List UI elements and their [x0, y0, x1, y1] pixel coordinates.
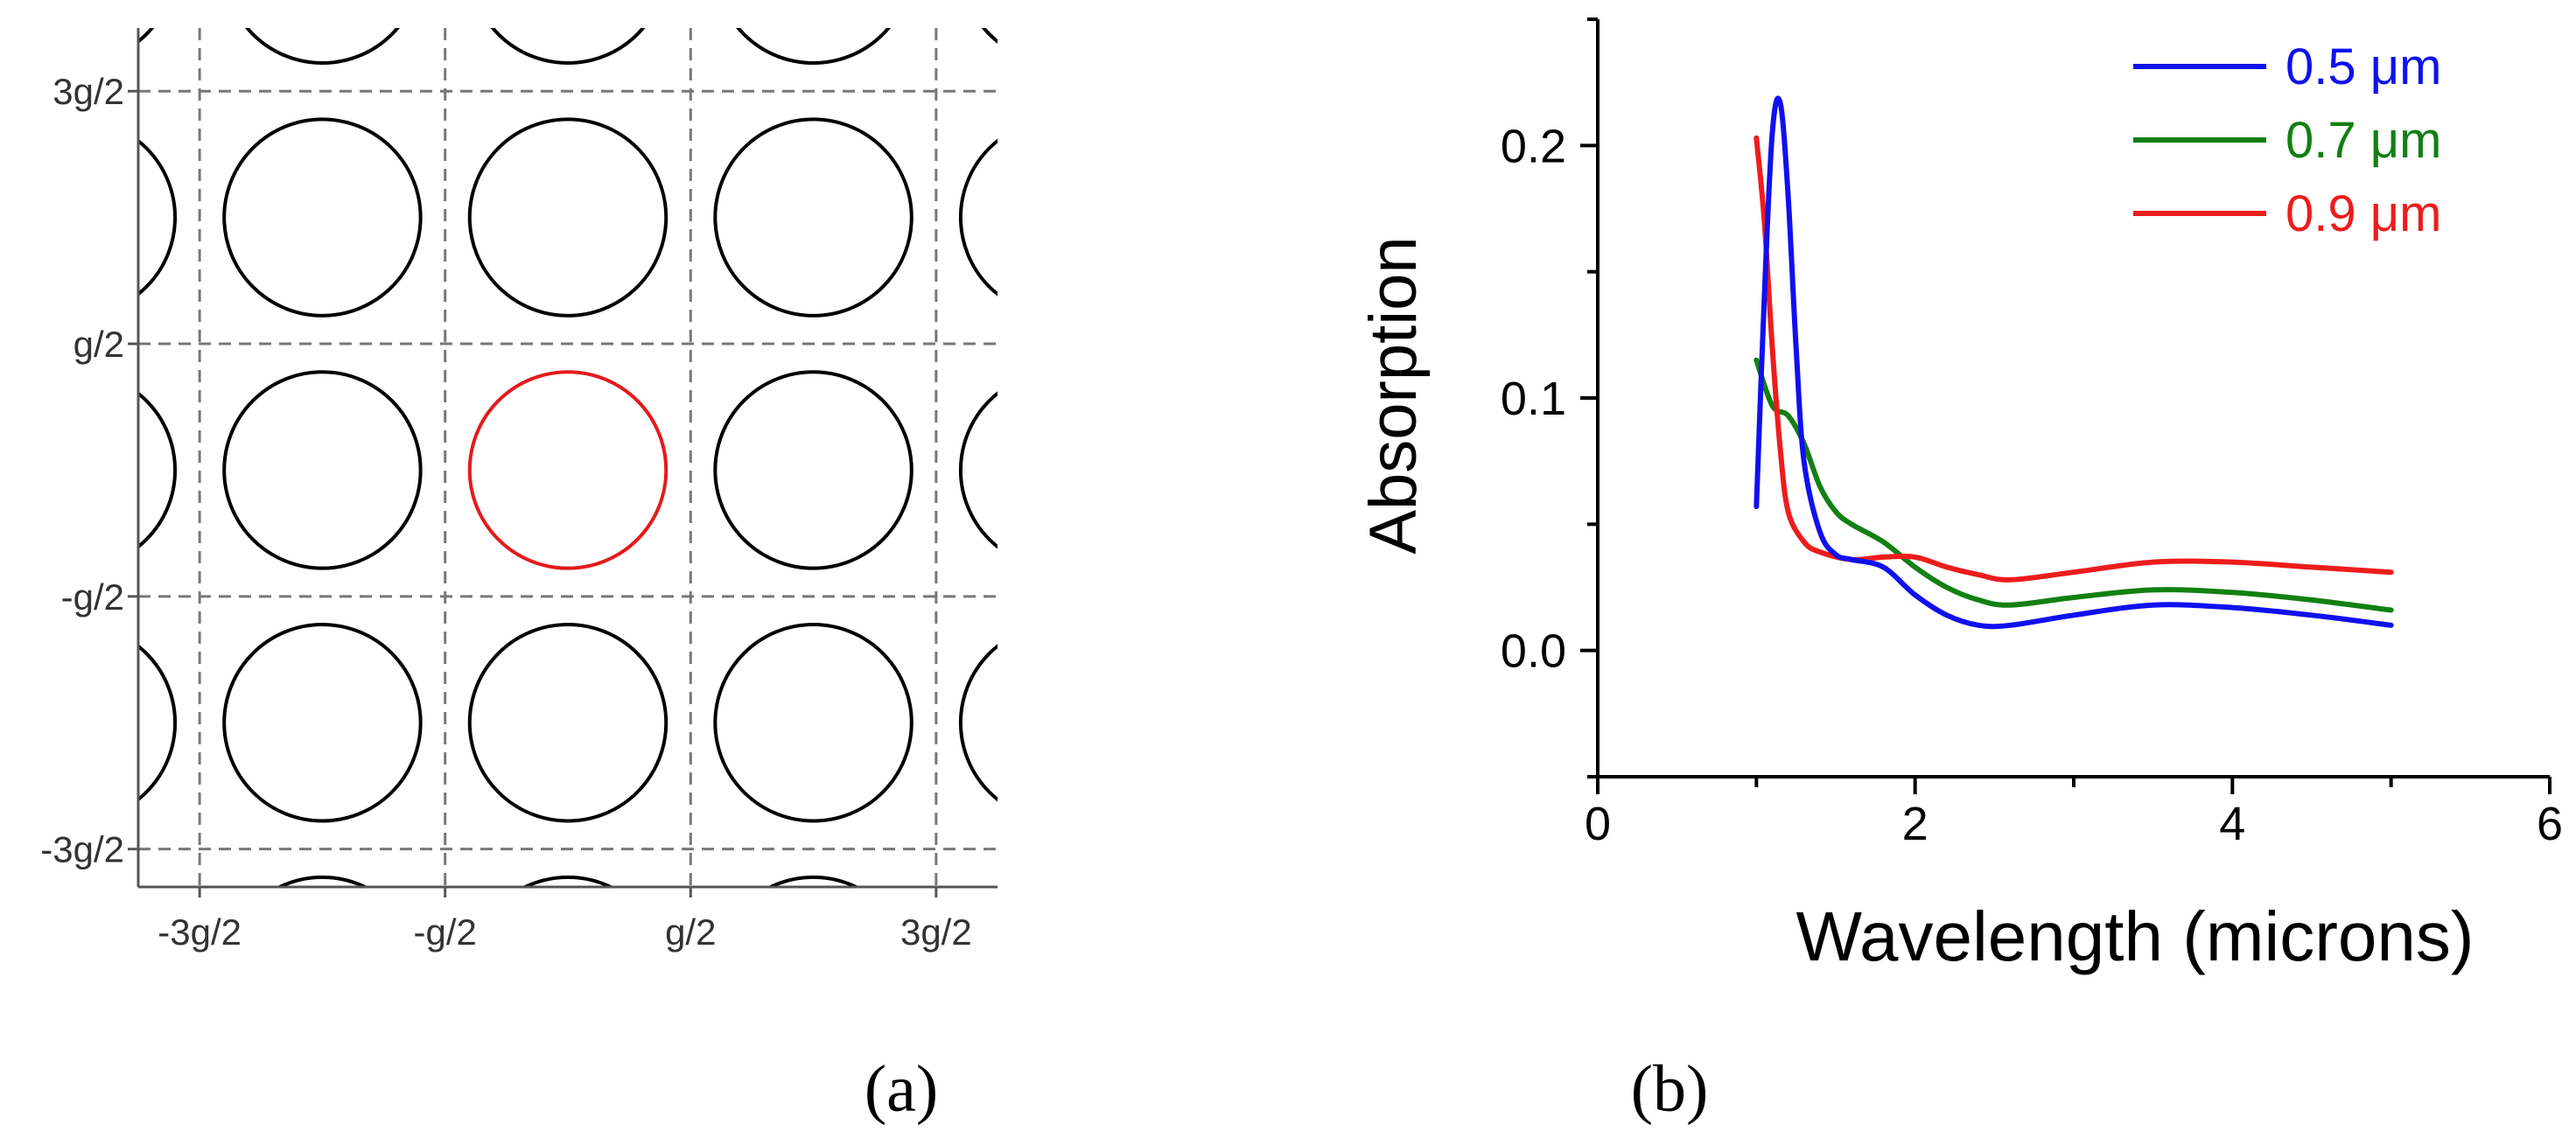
legend-entry-2: 0.9 μm — [2286, 185, 2441, 242]
y-tick-label: 0.2 — [1501, 120, 1566, 172]
lattice-circle — [276, 875, 369, 887]
lattice-circle — [222, 370, 423, 570]
panel-b-tick-labels: 0 2 4 6 0.0 0.1 0.2 — [1501, 120, 2563, 850]
y-tick-label: 0.1 — [1501, 373, 1566, 425]
chart-legend: 0.5 μm 0.7 μm 0.9 μm — [2133, 38, 2441, 242]
lattice-circle — [958, 391, 998, 549]
panel-a-y-tick-label: -3g/2 — [40, 829, 124, 870]
lattice-circle — [981, 28, 998, 44]
lattice-circle — [138, 644, 178, 802]
lattice-circle — [244, 28, 400, 65]
lattice-circle — [766, 875, 860, 887]
lattice-circle — [958, 138, 998, 297]
panel-a-x-tick-label: -3g/2 — [158, 911, 242, 953]
y-axis-label: Absorption — [1356, 236, 1431, 554]
lattice-circles — [0, 28, 1157, 1073]
legend-entry-0: 0.5 μm — [2286, 38, 2441, 95]
legend-entry-1: 0.7 μm — [2286, 112, 2441, 169]
lattice-circle — [490, 28, 646, 65]
lattice-circle — [138, 28, 155, 44]
x-tick-label: 6 — [2537, 798, 2563, 850]
lattice-circle — [521, 875, 615, 887]
lattice-circle — [467, 623, 668, 823]
panel-a-x-tick-label: g/2 — [665, 911, 716, 953]
panel-b-label: (b) — [1631, 1052, 1709, 1126]
panel-a-y-tick-label: 3g/2 — [52, 71, 124, 112]
y-tick-label: 0.0 — [1501, 625, 1566, 678]
lattice-circle — [138, 391, 178, 549]
series-line-0 — [1754, 95, 2394, 630]
panel-b-axes — [1580, 17, 2552, 794]
panel-b-absorption-chart: 0 2 4 6 0.0 0.1 0.2 0.5 μm 0.7 μm 0.9 μm Absorpt… — [1356, 17, 2563, 975]
lattice-circle — [713, 117, 914, 318]
lattice-circle — [138, 138, 178, 297]
panel-a-label: (a) — [864, 1052, 938, 1126]
lattice-circle — [736, 28, 892, 65]
panel-a-tick-labels: -3g/2 -g/2 g/2 3g/2 3g/2 g/2 -g/2 -3g/2 — [40, 71, 971, 953]
x-axis-label: Wavelength (microns) — [1796, 897, 2474, 975]
panel-a-y-tick-label: g/2 — [74, 324, 124, 365]
panel-a-lattice-diagram: -3g/2 -g/2 g/2 3g/2 3g/2 g/2 -g/2 -3g/2 — [0, 28, 1157, 1073]
x-tick-label: 0 — [1585, 798, 1611, 850]
panel-b-series-lines — [1754, 95, 2394, 630]
lattice-circle — [0, 877, 175, 1073]
x-tick-label: 4 — [2219, 798, 2245, 850]
lattice-circle — [713, 623, 914, 823]
lattice-circle — [222, 623, 423, 823]
highlighted-circle — [467, 370, 668, 570]
lattice-circle — [958, 644, 998, 802]
lattice-grid-lines — [138, 28, 998, 887]
panel-a-x-tick-label: 3g/2 — [900, 911, 972, 953]
lattice-circle — [713, 370, 914, 570]
lattice-circle — [961, 877, 1157, 1073]
lattice-circle — [467, 117, 668, 318]
panel-a-y-tick-label: -g/2 — [61, 576, 124, 618]
series-line-2 — [1754, 135, 2394, 583]
x-tick-label: 2 — [1902, 798, 1928, 850]
panel-a-x-tick-label: -g/2 — [414, 911, 477, 953]
panel-a-axes — [128, 28, 998, 897]
lattice-circle — [222, 117, 423, 318]
